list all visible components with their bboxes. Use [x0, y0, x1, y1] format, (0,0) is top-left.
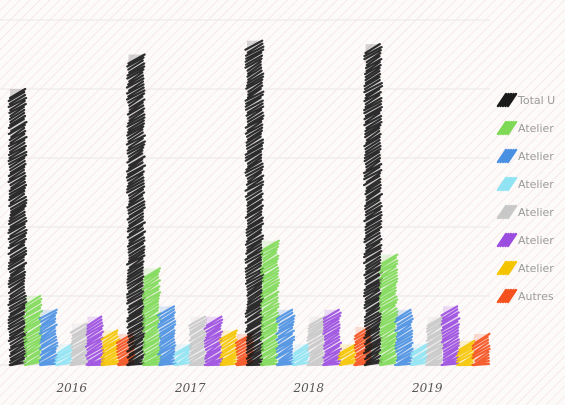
legend-label: Total U	[517, 94, 555, 107]
legend-item: Total U	[496, 92, 555, 108]
bar	[172, 343, 193, 367]
bar	[409, 343, 429, 367]
bar	[291, 343, 311, 367]
legend-swatch	[496, 148, 518, 164]
legend-item: Atelier	[496, 204, 554, 220]
bar	[322, 308, 343, 367]
legend-swatch	[496, 176, 518, 192]
legend-label: Atelier	[518, 150, 554, 163]
bar	[100, 329, 121, 367]
bar	[69, 322, 90, 367]
x-tick-label: 2018	[292, 381, 324, 395]
bar	[471, 332, 491, 367]
bar	[157, 305, 177, 367]
bar	[38, 308, 59, 367]
legend-item: Atelier	[496, 120, 554, 136]
legend-swatch	[496, 120, 518, 136]
legend-item: Atelier	[496, 260, 554, 276]
bar	[203, 315, 224, 367]
bar	[306, 315, 327, 367]
legend-item: Atelier	[496, 148, 554, 164]
bar	[188, 315, 209, 367]
bar	[23, 294, 44, 367]
bar	[54, 343, 74, 367]
legend-swatch	[496, 260, 518, 276]
bar	[244, 39, 265, 367]
legend-item: Autres	[496, 288, 554, 304]
bar	[125, 53, 147, 367]
bar	[259, 239, 280, 367]
bar	[440, 305, 461, 367]
legend-label: Atelier	[518, 178, 554, 191]
bar	[455, 339, 476, 367]
legend: Total U Atelier Atelier Atelier Atelier Ateli…	[496, 92, 555, 304]
legend-swatch	[496, 288, 518, 304]
x-tick-label: 2016	[55, 381, 87, 395]
legend-label: Atelier	[518, 122, 554, 135]
bar	[425, 315, 446, 367]
bar	[7, 87, 28, 367]
bar	[275, 308, 296, 367]
legend-label: Autres	[518, 290, 554, 303]
legend-label: Atelier	[518, 262, 554, 275]
legend-swatch	[496, 204, 518, 220]
bar	[337, 343, 357, 367]
bar	[141, 267, 162, 367]
legend-item: Atelier	[496, 232, 554, 248]
bar	[394, 308, 414, 367]
x-tick-label: 2019	[411, 381, 443, 395]
legend-label: Atelier	[518, 234, 554, 247]
bar	[84, 315, 106, 367]
legend-label: Atelier	[518, 206, 554, 219]
bars-group	[7, 39, 491, 367]
legend-swatch	[496, 232, 518, 248]
bar	[363, 43, 384, 367]
legend-item: Atelier	[496, 176, 554, 192]
bar	[378, 253, 399, 367]
x-tick-label: 2017	[174, 381, 206, 395]
x-axis-ticks: 2016 2017 2018 2019	[55, 381, 442, 395]
bar	[219, 329, 239, 367]
legend-swatch	[496, 92, 518, 108]
